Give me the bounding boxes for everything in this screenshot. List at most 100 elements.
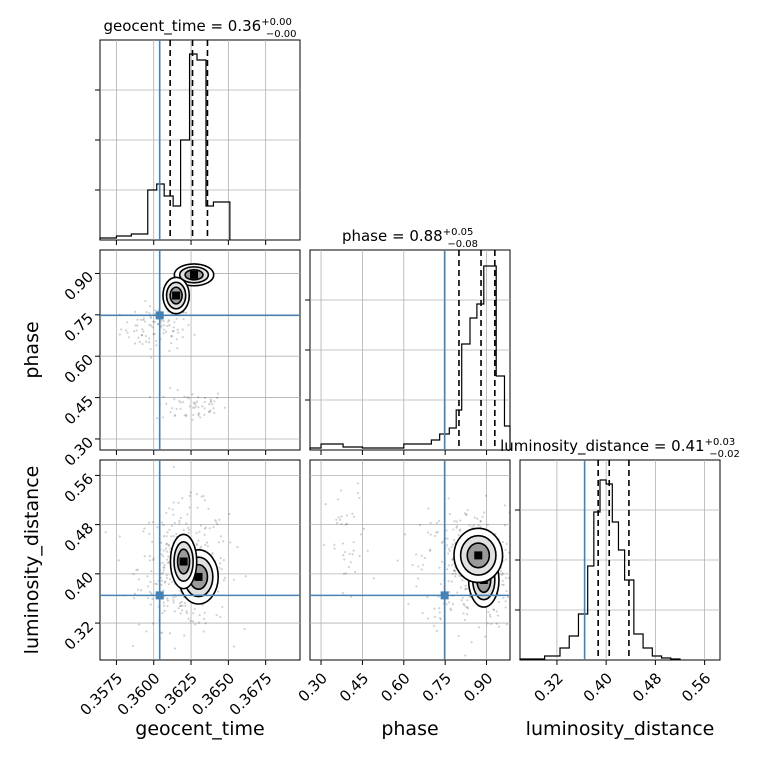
sample-point (351, 512, 354, 515)
sample-point (200, 495, 203, 498)
sample-point (178, 519, 181, 522)
sample-point (185, 413, 188, 416)
sample-point (463, 618, 466, 622)
sample-point (455, 690, 457, 692)
sample-point (208, 403, 211, 406)
sample-point (201, 405, 204, 408)
sample-point (136, 588, 140, 591)
sample-point (161, 521, 164, 524)
sample-point (445, 603, 448, 606)
sample-point (438, 611, 441, 614)
sample-point (175, 338, 178, 341)
sample-point (418, 524, 422, 527)
sample-point (185, 610, 188, 613)
sample-point (155, 339, 158, 343)
sample-point (501, 572, 504, 575)
sample-point (483, 635, 487, 638)
sample-point (465, 513, 468, 516)
sample-point (324, 503, 327, 506)
sample-point (447, 552, 450, 555)
sample-point (203, 396, 207, 400)
sample-point (186, 513, 189, 516)
sample-point (166, 604, 169, 608)
sample-point (459, 528, 462, 531)
x-tick-label-geocent_time: 0.3675 (226, 669, 276, 719)
sample-point (198, 530, 201, 533)
sample-point (429, 533, 432, 536)
sample-point (202, 494, 205, 498)
sample-point (163, 581, 166, 584)
sample-point (197, 406, 200, 409)
sample-point (428, 549, 431, 552)
sample-point (185, 415, 188, 418)
sample-point (502, 583, 505, 587)
sample-point (440, 541, 443, 544)
sample-point (352, 541, 355, 544)
sample-point (193, 333, 196, 336)
sample-point (422, 563, 425, 566)
sample-point (177, 501, 180, 504)
sample-point (166, 324, 169, 328)
y-axis-label-luminosity_distance: luminosity_distance (21, 466, 43, 655)
sample-point (420, 568, 423, 571)
sample-point (345, 514, 349, 517)
sample-point (170, 342, 173, 345)
sample-point (177, 607, 180, 610)
sample-point (479, 519, 482, 523)
sample-point (438, 616, 442, 620)
sample-point (155, 344, 158, 347)
sample-point (166, 597, 169, 600)
sample-point (142, 330, 145, 333)
y-axis-label-phase: phase (21, 321, 43, 378)
sample-point (447, 547, 451, 550)
sample-point (181, 604, 184, 607)
sample-point (162, 524, 165, 527)
sample-point (195, 532, 198, 535)
sample-point (134, 310, 137, 313)
sample-point (139, 318, 142, 321)
scatter-panel-geocent_time-phase (95, 249, 301, 455)
sample-point (203, 413, 206, 416)
sample-point (460, 599, 463, 602)
sample-point (161, 572, 164, 575)
sample-point (137, 623, 141, 626)
sample-point (438, 519, 441, 523)
sample-point (155, 582, 158, 586)
density-peak (179, 557, 188, 566)
sample-point (198, 613, 201, 617)
sample-point (356, 482, 359, 485)
sample-point (451, 543, 455, 546)
sample-point (162, 566, 165, 569)
sample-point (162, 332, 165, 335)
sample-point (484, 494, 488, 497)
sample-point (222, 579, 226, 582)
scatter-panel-phase-luminosity_distance (309, 459, 518, 692)
sample-point (199, 416, 202, 419)
sample-point (354, 570, 357, 574)
x-axis-label-luminosity_distance: luminosity_distance (526, 718, 715, 740)
sample-point (512, 580, 514, 582)
sample-point (142, 530, 145, 533)
sample-point (172, 513, 175, 516)
sample-point (447, 497, 450, 500)
sample-point (440, 560, 443, 564)
sample-point (516, 595, 518, 597)
sample-point (466, 605, 469, 609)
sample-point (505, 542, 508, 545)
sample-point (462, 612, 465, 615)
sample-point (165, 550, 168, 553)
sample-point (220, 568, 223, 571)
x-tick-label-luminosity_distance: 0.56 (678, 669, 714, 705)
sample-point (216, 523, 219, 526)
sample-point (141, 318, 145, 321)
sample-point (441, 540, 444, 543)
sample-point (144, 340, 148, 343)
sample-point (182, 528, 185, 532)
sample-point (160, 583, 163, 586)
sample-point (136, 324, 139, 327)
sample-point (151, 622, 154, 625)
sample-point (343, 550, 347, 554)
sample-point (445, 529, 448, 532)
sample-point (117, 559, 120, 562)
